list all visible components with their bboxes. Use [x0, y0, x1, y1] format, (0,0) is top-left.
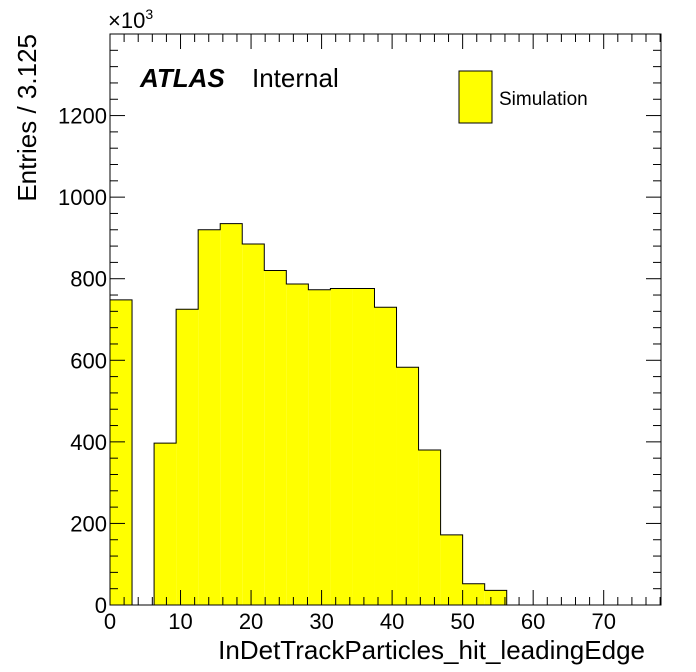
histogram-bar [418, 450, 441, 605]
histogram-bar [154, 443, 177, 605]
axis-ticks [109, 33, 661, 606]
y-tick-label: 1000 [58, 185, 107, 210]
x-tick-label: 70 [591, 609, 615, 634]
y-tick-labels: 0 200 400 600 800 1000 1200 [58, 104, 107, 618]
atlas-sublabel: Internal [252, 63, 339, 93]
y-tick-label: 400 [70, 430, 107, 455]
x-tick-labels: 0 10 20 30 40 50 60 70 [104, 609, 616, 634]
legend: Simulation [458, 70, 588, 124]
histogram-bar [396, 367, 419, 605]
y-multiplier: ×103 [108, 6, 153, 33]
histogram-bar [176, 309, 199, 605]
legend-swatch [458, 70, 493, 124]
histogram-bar [198, 229, 221, 605]
histogram-bar [110, 299, 133, 605]
histogram-bar [308, 289, 331, 605]
x-tick-label: 60 [521, 609, 545, 634]
legend-label: Simulation [499, 89, 588, 110]
atlas-label: ATLAS [139, 63, 225, 93]
histogram-bar [374, 307, 397, 605]
x-tick-label: 40 [380, 609, 404, 634]
x-tick-label: 20 [239, 609, 263, 634]
x-tick-label: 0 [104, 609, 116, 634]
histogram-bar [484, 590, 507, 605]
y-tick-label: 800 [70, 267, 107, 292]
x-axis-title: InDetTrackParticles_hit_leadingEdge [218, 635, 645, 665]
histogram-bar [264, 270, 287, 605]
y-tick-label: 600 [70, 348, 107, 373]
x-tick-label: 50 [450, 609, 474, 634]
histogram-bar [330, 288, 353, 605]
y-tick-label: 200 [70, 511, 107, 536]
histogram-bar [352, 288, 375, 605]
y-axis-title: Entries / 3.125 [12, 34, 42, 202]
histogram-outline [109, 223, 661, 606]
x-tick-label: 10 [168, 609, 192, 634]
histogram-bars [109, 223, 661, 606]
histogram-bar [286, 284, 309, 605]
y-tick-label: 1200 [58, 104, 107, 129]
histogram-bar [220, 223, 243, 605]
plot-frame [109, 33, 662, 606]
y-tick-label: 0 [95, 593, 107, 618]
histogram-bar [440, 534, 463, 605]
histogram-bar [462, 583, 485, 605]
histogram-bar [242, 244, 265, 605]
x-tick-label: 30 [309, 609, 333, 634]
